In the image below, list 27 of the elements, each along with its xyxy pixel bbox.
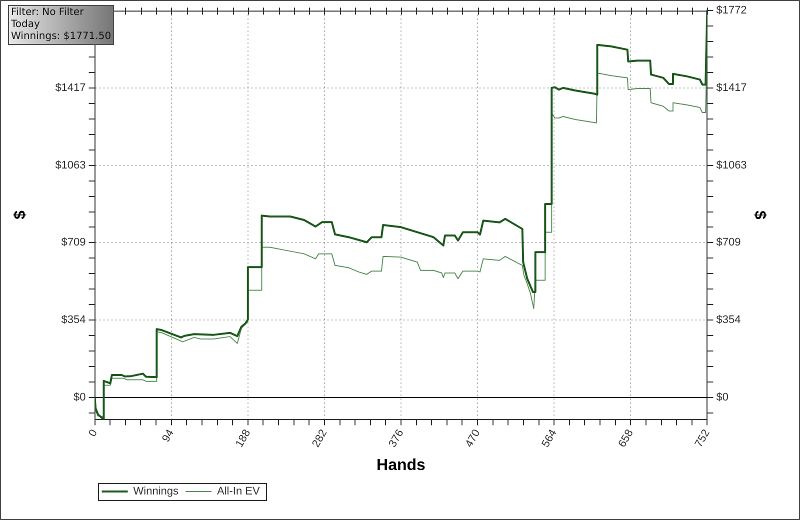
y-tick-label: $709: [61, 236, 86, 249]
x-tick-label: 0: [86, 428, 100, 439]
y2-tick-label: $1417: [716, 82, 747, 94]
y2-tick-label: $354: [716, 314, 741, 326]
annotation: Winnings: $1771.50: [11, 31, 112, 43]
y-tick-label: $1417: [55, 82, 86, 94]
y2-tick-label: $0: [716, 392, 728, 404]
x-tick-label: 282: [310, 428, 330, 450]
y-tick-label: $354: [61, 314, 86, 326]
x-tick-label: 94: [160, 428, 177, 444]
legend-label: Winnings: [133, 486, 180, 498]
y2-tick-label: $1772: [716, 4, 747, 17]
y2-axis-title: $: [750, 210, 768, 220]
legend-label: All-In EV: [217, 486, 260, 498]
x-tick-label: 752: [692, 428, 712, 450]
y-axis-title: $: [12, 210, 30, 220]
x-tick-label: 470: [463, 428, 483, 450]
y-tick-label: $1063: [55, 159, 86, 172]
x-tick-label: 376: [386, 428, 406, 450]
y2-tick-label: $1063: [716, 159, 747, 172]
x-tick-label: 658: [616, 428, 636, 450]
y2-tick-label: $709: [716, 236, 741, 249]
x-tick-label: 564: [540, 428, 560, 450]
x-tick-label: 188: [234, 428, 254, 450]
y-tick-label: $0: [74, 392, 86, 404]
info-panel: Filter: No Filter Today Winnings: $1771.50: [8, 5, 114, 45]
x-axis-title: Hands: [376, 456, 426, 474]
